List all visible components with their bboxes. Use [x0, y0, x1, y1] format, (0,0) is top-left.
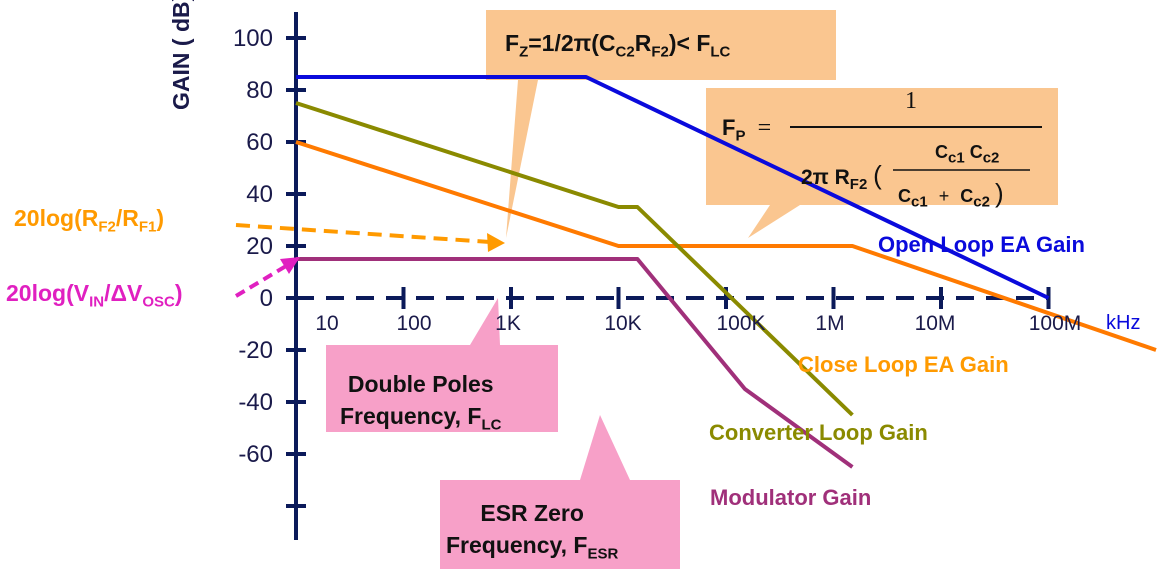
annotation-fp-lhs: FP = [722, 115, 772, 145]
annotation-fz-text: FZ=1/2π(CC2RF2)< FLC [505, 30, 731, 61]
rf-arrow-head [487, 233, 505, 252]
x-tick-label: 10M [914, 312, 956, 335]
y-tick-label: 100 [232, 25, 273, 52]
series-label-close-loop: Close Loop EA Gain [798, 352, 1009, 377]
series-line-close-loop-ea-gain [295, 140, 1157, 352]
x-tick-label: 100 [396, 312, 432, 335]
series-label-modulator: Modulator Gain [710, 485, 872, 510]
x-unit-label: kHz [1106, 312, 1141, 334]
y-tick-label: 20 [246, 233, 273, 260]
esr-zero-callout-box [440, 415, 680, 569]
fp-callout-box [706, 88, 1058, 238]
double-poles-callout-box [326, 298, 558, 432]
annotation-rf-ratio: 20log(RF2/RF1) [14, 205, 165, 236]
annotation-fp-inner-den: Cc1 + Cc2 ) [898, 178, 1004, 211]
x-tick-label: 100M [1028, 312, 1082, 335]
series-line-modulator-gain [296, 257, 854, 469]
x-tick-label: 10 [315, 312, 339, 335]
rf-arrow-line [235, 223, 491, 244]
x-tick-label: 1M [815, 312, 845, 335]
x-tick-label: 1K [495, 312, 521, 335]
x-tick-label: 100K [716, 312, 766, 335]
y-axis-label: GAIN ( dB) [168, 0, 194, 110]
annotation-fp-inner-num: Cc1 Cc2 [935, 142, 1000, 167]
annotation-esr-zero: ESR Zero Frequency, FESR [446, 500, 619, 563]
y-tick-label: -40 [238, 389, 273, 416]
y-tick-label: 80 [246, 77, 273, 104]
annotation-fp-denominator: 2π RF2 ( [801, 160, 882, 194]
series-line-converter-loop-gain [295, 101, 854, 417]
fz-callout-box [486, 10, 836, 238]
y-tick-label: 40 [246, 181, 273, 208]
annotation-fp-numerator: 1 [905, 88, 917, 114]
annotation-double-poles: Double Poles Frequency, FLC [340, 371, 502, 434]
vin-arrow-head [280, 257, 300, 274]
vin-arrow-line [234, 264, 288, 298]
y-tick-label: -20 [238, 337, 273, 364]
y-tick-label: 60 [246, 129, 273, 156]
series-line-open-loop-ea-gain [296, 75, 1050, 300]
y-tick-label: 0 [259, 285, 273, 312]
x-tick-label: 10K [604, 312, 642, 335]
series-label-open-loop: Open Loop EA Gain [878, 232, 1085, 257]
annotation-vin-ratio: 20log(VIN/ΔVOSC) [6, 280, 183, 311]
y-tick-label: -60 [238, 441, 273, 468]
series-label-converter-loop: Converter Loop Gain [709, 420, 928, 445]
